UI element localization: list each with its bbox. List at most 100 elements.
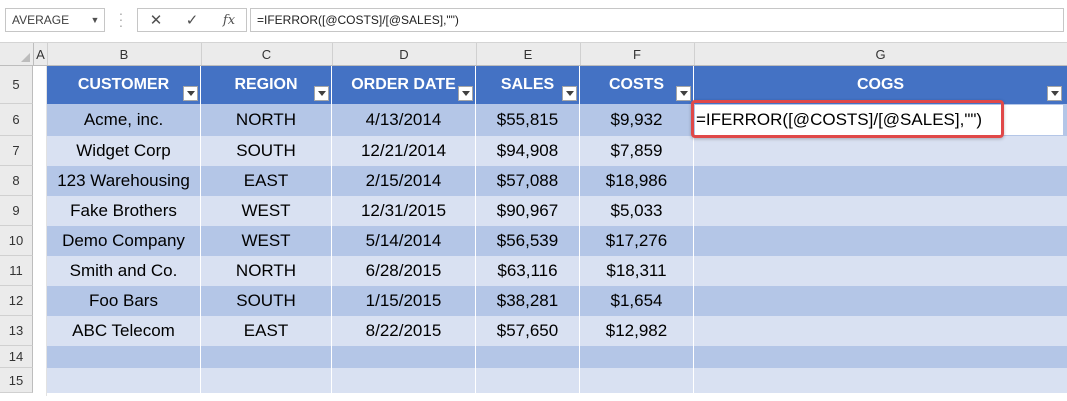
table-cell-customer[interactable]: Demo Company [47, 226, 201, 256]
row-header-13[interactable]: 13 [0, 316, 33, 346]
filter-dropdown-icon[interactable] [183, 86, 198, 101]
empty-cell[interactable] [332, 368, 476, 393]
table-cell-region[interactable]: SOUTH [201, 286, 332, 316]
table-cell-costs[interactable]: $17,276 [580, 226, 694, 256]
column-header-a[interactable]: A [34, 43, 48, 65]
table-cell-cogs[interactable] [694, 256, 1067, 286]
table-cell-order-date[interactable]: 12/21/2014 [332, 136, 476, 166]
filter-dropdown-icon[interactable] [314, 86, 329, 101]
table-cell-sales[interactable]: $90,967 [476, 196, 580, 226]
header-cell-region[interactable]: REGION [201, 66, 332, 104]
table-cell-cogs[interactable] [694, 316, 1067, 346]
filter-dropdown-icon[interactable] [458, 86, 473, 101]
column-header-c[interactable]: C [201, 43, 333, 65]
header-cell-costs[interactable]: COSTS [580, 66, 694, 104]
empty-cell[interactable] [476, 346, 580, 368]
filter-dropdown-icon[interactable] [562, 86, 577, 101]
table-cell-region[interactable]: WEST [201, 196, 332, 226]
table-cell-sales[interactable]: $63,116 [476, 256, 580, 286]
table-cell-customer[interactable]: Widget Corp [47, 136, 201, 166]
header-cell-customer[interactable]: CUSTOMER [47, 66, 201, 104]
table-cell-cogs[interactable] [694, 136, 1067, 166]
row-header-6[interactable]: 6 [0, 104, 33, 136]
table-cell-order-date[interactable]: 1/15/2015 [332, 286, 476, 316]
row-header-5[interactable]: 5 [0, 66, 33, 104]
table-cell-cogs[interactable] [694, 166, 1067, 196]
empty-cell[interactable] [476, 368, 580, 393]
table-cell-customer[interactable]: Smith and Co. [47, 256, 201, 286]
row-header-8[interactable]: 8 [0, 166, 33, 196]
filter-dropdown-icon[interactable] [676, 86, 691, 101]
table-cell-sales[interactable]: $57,088 [476, 166, 580, 196]
row-header-7[interactable]: 7 [0, 136, 33, 166]
row-header-10[interactable]: 10 [0, 226, 33, 256]
table-cell-region[interactable]: EAST [201, 316, 332, 346]
header-cell-order-date[interactable]: ORDER DATE [332, 66, 476, 104]
table-cell-sales[interactable]: $56,539 [476, 226, 580, 256]
empty-cell[interactable] [201, 368, 332, 393]
row-header-14[interactable]: 14 [0, 346, 33, 368]
header-cell-sales[interactable]: SALES [476, 66, 580, 104]
column-header-e[interactable]: E [476, 43, 581, 65]
table-cell-sales[interactable]: $94,908 [476, 136, 580, 166]
table-cell-costs[interactable]: $1,654 [580, 286, 694, 316]
table-cell-sales[interactable]: $55,815 [476, 104, 580, 136]
column-a-cells[interactable] [34, 66, 47, 396]
column-header-d[interactable]: D [332, 43, 477, 65]
row-header-11[interactable]: 11 [0, 256, 33, 286]
check-icon[interactable]: ✓ [185, 12, 199, 29]
chevron-down-icon[interactable]: ▼ [90, 15, 100, 25]
table-cell-order-date[interactable]: 4/13/2014 [332, 104, 476, 136]
table-cell-order-date[interactable]: 12/31/2015 [332, 196, 476, 226]
table-cell-region[interactable]: NORTH [201, 256, 332, 286]
table-cell-costs[interactable]: $18,986 [580, 166, 694, 196]
table-cell-cogs[interactable] [694, 286, 1067, 316]
table-cell-region[interactable]: SOUTH [201, 136, 332, 166]
row-header-15[interactable]: 15 [0, 368, 33, 393]
table-cell-costs[interactable]: $12,982 [580, 316, 694, 346]
table-cell-cogs[interactable] [694, 226, 1067, 256]
table-cell-costs[interactable]: $5,033 [580, 196, 694, 226]
table-cell-order-date[interactable]: 8/22/2015 [332, 316, 476, 346]
cancel-icon[interactable]: ✕ [149, 12, 163, 29]
table-cell-customer[interactable]: Fake Brothers [47, 196, 201, 226]
table-cell-cogs[interactable] [694, 196, 1067, 226]
formula-input[interactable]: =IFERROR([@COSTS]/[@SALES],"") [250, 8, 1064, 32]
table-cell-order-date[interactable]: 5/14/2014 [332, 226, 476, 256]
row-header-9[interactable]: 9 [0, 196, 33, 226]
row-header-12[interactable]: 12 [0, 286, 33, 316]
editing-cell-text: =IFERROR([@COSTS]/[@SALES],"") [696, 110, 983, 129]
table-cell-order-date[interactable]: 6/28/2015 [332, 256, 476, 286]
empty-cell[interactable] [47, 346, 201, 368]
filter-dropdown-icon[interactable] [1047, 86, 1062, 101]
column-header-g[interactable]: G [875, 46, 886, 62]
table-cell-customer[interactable]: ABC Telecom [47, 316, 201, 346]
table-cell-customer[interactable]: Acme, inc. [47, 104, 201, 136]
column-header-f[interactable]: F [580, 43, 695, 65]
table-cell-order-date[interactable]: 2/15/2014 [332, 166, 476, 196]
table-cell-region[interactable]: NORTH [201, 104, 332, 136]
table-cell-costs[interactable]: $9,932 [580, 104, 694, 136]
select-all-corner[interactable] [0, 43, 34, 65]
empty-cell[interactable] [201, 346, 332, 368]
table-cell-costs[interactable]: $7,859 [580, 136, 694, 166]
column-header-b[interactable]: B [47, 43, 202, 65]
formula-buttons: ✕ ✓ fx [137, 8, 247, 32]
table-cell-customer[interactable]: 123 Warehousing [47, 166, 201, 196]
table-cell-region[interactable]: EAST [201, 166, 332, 196]
name-box[interactable]: AVERAGE ▼ [5, 8, 105, 32]
header-cell-cogs[interactable]: COGS [694, 66, 1067, 104]
table-cell-sales[interactable]: $57,650 [476, 316, 580, 346]
empty-cell[interactable] [332, 346, 476, 368]
empty-cell[interactable] [47, 368, 201, 393]
empty-cell[interactable] [580, 368, 694, 393]
empty-cell[interactable] [694, 346, 1067, 368]
empty-cell[interactable] [580, 346, 694, 368]
table-cell-sales[interactable]: $38,281 [476, 286, 580, 316]
table-cell-region[interactable]: WEST [201, 226, 332, 256]
drag-handle-icon[interactable]: · · · [118, 5, 124, 33]
table-cell-costs[interactable]: $18,311 [580, 256, 694, 286]
empty-cell[interactable] [694, 368, 1067, 393]
insert-function-icon[interactable]: fx [222, 12, 236, 28]
table-cell-customer[interactable]: Foo Bars [47, 286, 201, 316]
